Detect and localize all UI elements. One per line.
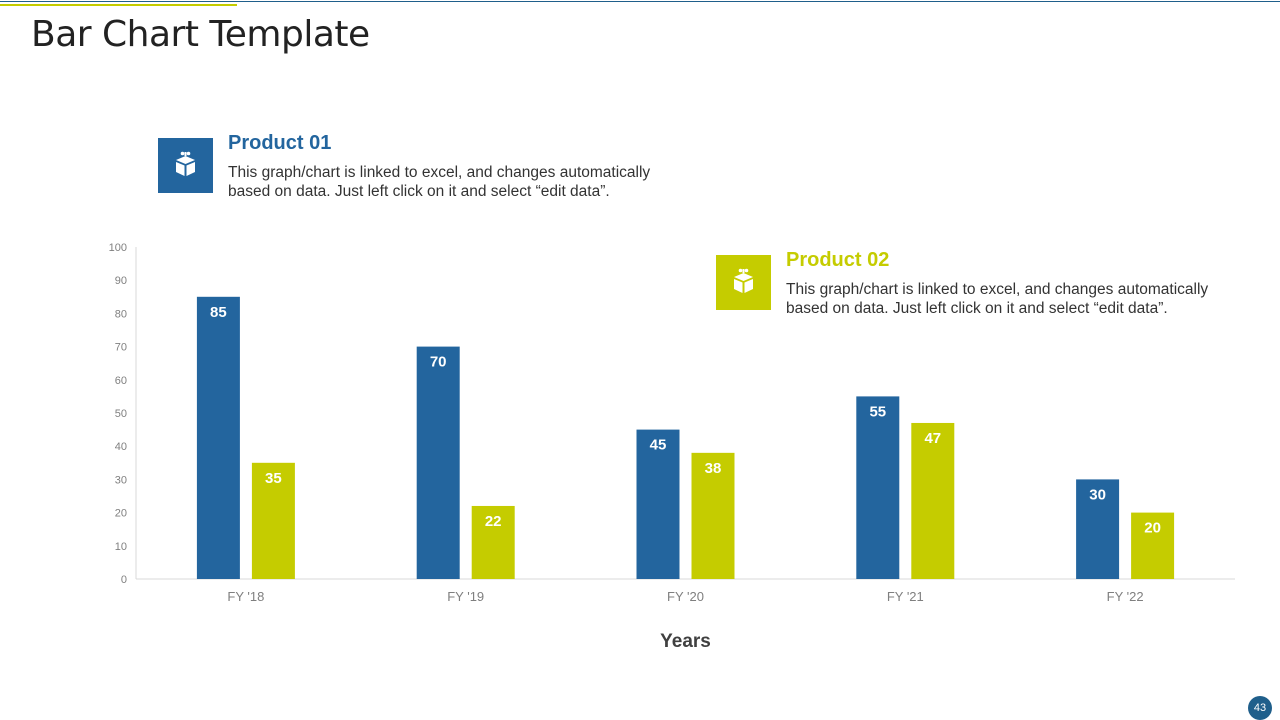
y-tick-label: 20	[115, 508, 127, 520]
legend-product-02-description: This graph/chart is linked to excel, and…	[786, 281, 1209, 317]
bar-value-label-product-01: 85	[210, 304, 227, 321]
bar-product-01	[1076, 479, 1120, 579]
bar-value-label-product-02: 22	[485, 513, 502, 530]
bar-value-label-product-01: 70	[430, 354, 447, 371]
bar-product-01	[856, 396, 900, 579]
y-tick-label: 80	[115, 308, 127, 320]
bar-product-01	[416, 346, 460, 579]
slide-title: Bar Chart Template	[31, 14, 370, 55]
x-tick-label: FY '22	[1107, 589, 1144, 604]
bar-product-02	[691, 452, 735, 579]
x-tick-label: FY '19	[447, 589, 484, 604]
legend-product-02-swatch	[716, 255, 771, 310]
bar-value-label-product-02: 35	[265, 470, 282, 487]
gift-box-icon	[176, 151, 195, 176]
header-rule-blue	[0, 1, 1280, 2]
y-tick-label: 100	[109, 242, 127, 254]
bar-value-label-product-02: 47	[924, 430, 941, 447]
bar-value-label-product-01: 55	[869, 403, 886, 420]
legend-product-02-name: Product 02	[786, 249, 890, 271]
x-axis-title: Years	[660, 631, 711, 652]
bar-product-02	[471, 505, 515, 579]
y-tick-label: 70	[115, 342, 127, 354]
y-tick-label: 30	[115, 474, 127, 486]
bar-product-02	[251, 462, 295, 579]
header-rule-accent	[0, 4, 237, 6]
y-tick-label: 40	[115, 441, 127, 453]
legend-product-01-swatch	[158, 138, 213, 193]
bar-value-label-product-02: 38	[705, 460, 722, 477]
y-tick-label: 0	[121, 574, 127, 586]
bar-value-label-product-01: 45	[650, 437, 667, 454]
bar-product-01	[196, 296, 240, 579]
y-tick-label: 10	[115, 541, 127, 553]
bar-product-01	[636, 429, 680, 579]
legend-product-01-name: Product 01	[228, 132, 332, 154]
bar-value-label-product-02: 20	[1144, 520, 1161, 537]
x-tick-label: FY '18	[227, 589, 264, 604]
gift-box-icon	[734, 268, 753, 293]
x-tick-label: FY '20	[667, 589, 704, 604]
x-tick-label: FY '21	[887, 589, 924, 604]
y-tick-label: 60	[115, 375, 127, 387]
bar-value-label-product-01: 30	[1089, 486, 1106, 503]
page-number-badge: 43	[1248, 696, 1272, 720]
legend-product-01-description: This graph/chart is linked to excel, and…	[228, 164, 651, 200]
y-tick-label: 90	[115, 275, 127, 287]
bar-product-02	[911, 422, 955, 579]
y-tick-label: 50	[115, 408, 127, 420]
bar-product-02	[1131, 512, 1175, 579]
